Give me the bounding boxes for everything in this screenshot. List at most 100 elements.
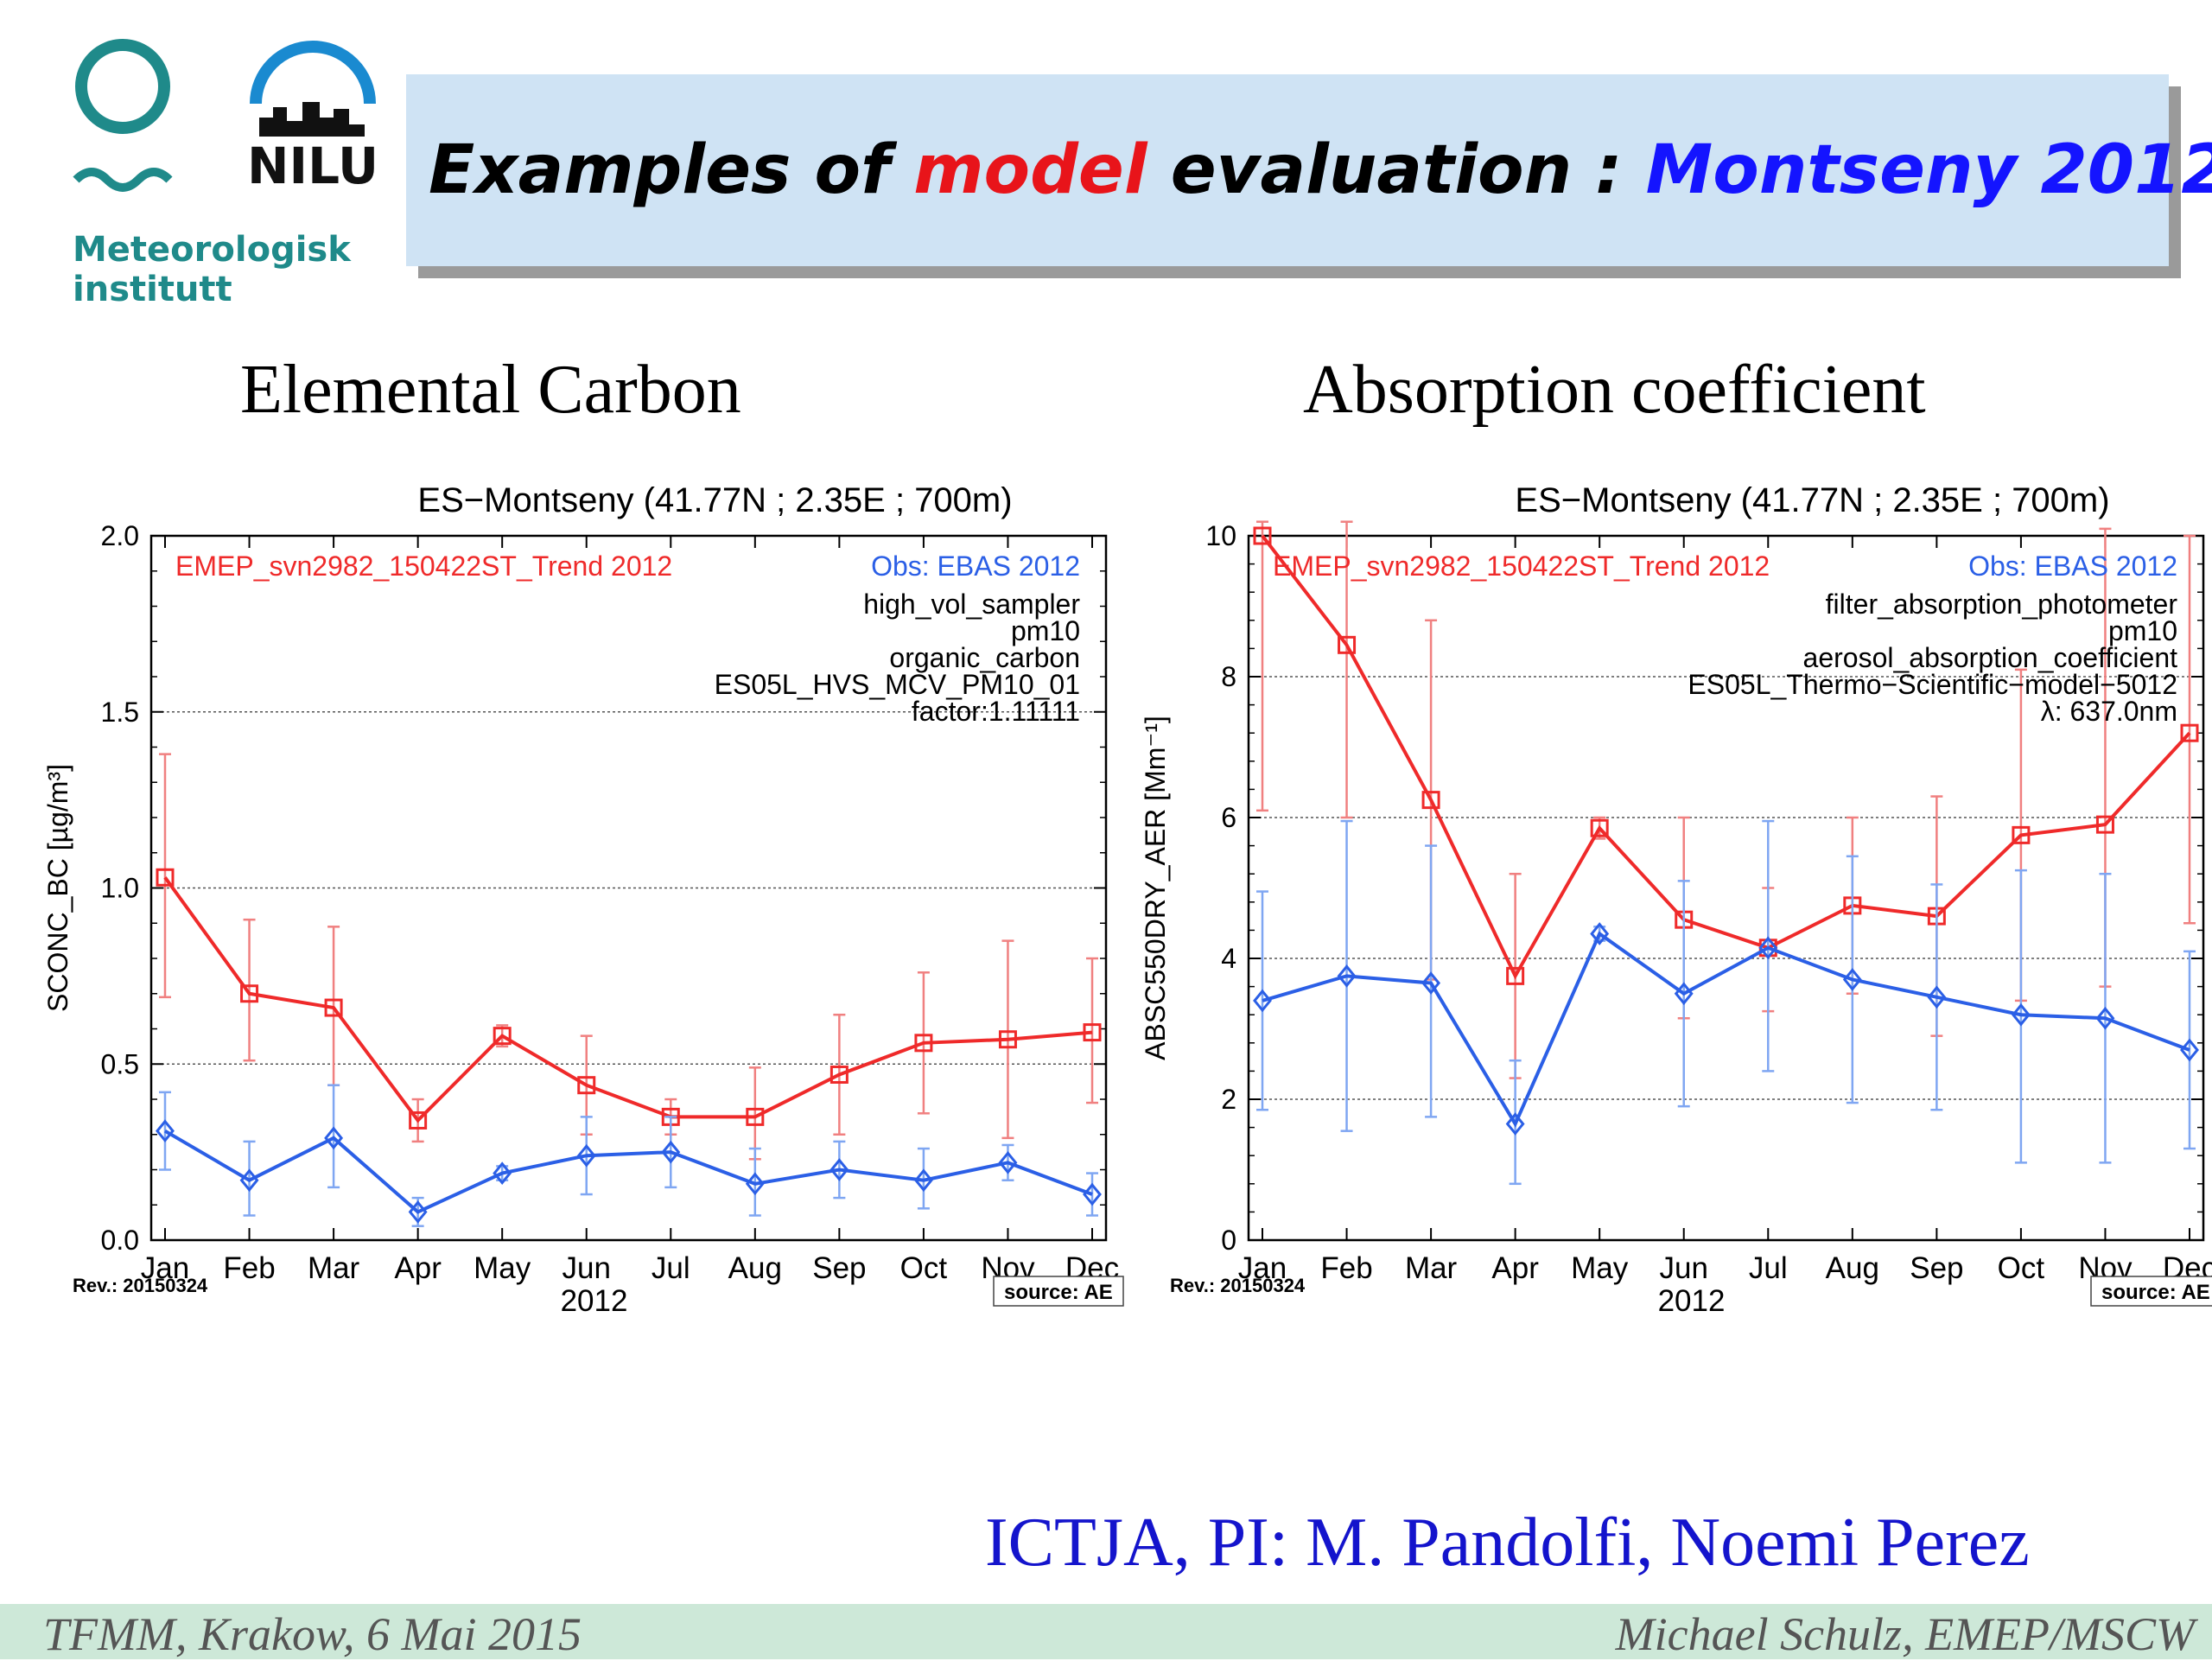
data-point [1505,1112,1525,1136]
legend-obs: Obs: EBAS 2012 [871,550,1080,582]
data-point [998,1150,1018,1174]
data-point [2095,1006,2115,1030]
data-point [1421,791,1440,810]
info-line: pm10 [1011,615,1080,646]
y-tick-label: 0.0 [101,1225,139,1256]
series-line [1262,931,2190,1128]
legend-model: EMEP_svn2982_150422ST_Trend 2012 [1273,550,1770,582]
series-line [163,876,1093,1123]
obs-series [1253,819,2199,1186]
data-point [1253,989,1272,1013]
x-tick-label: Apr [1491,1251,1539,1285]
section-title-left: Elemental Carbon [240,352,741,428]
x-tick-label: Apr [394,1251,442,1285]
data-point [408,1200,428,1224]
x-tick-label: Mar [1405,1251,1458,1285]
y-tick-label: 8 [1221,661,1236,692]
y-tick-label: 2.0 [101,520,139,551]
data-point [156,1119,175,1143]
info-line: λ: 637.0nm [2041,696,2177,727]
slide-title: Examples of model evaluation : Montseny … [429,131,2212,209]
logos: Meteorologisk institutt NILU [60,35,389,320]
x-tick-label: Jun [1660,1251,1708,1285]
nilu-logo-text: NILU [247,137,378,195]
y-tick-label: 10 [1205,520,1236,551]
met-logo-text-1: Meteorologisk [73,230,352,270]
obs-series [156,1084,1102,1227]
data-point [493,1027,512,1046]
x-tick-label: Jan [141,1251,189,1285]
x-tick-label: Jul [1749,1251,1788,1285]
x-tick-label: Oct [1998,1251,2045,1285]
x-tick-label: Aug [1826,1251,1879,1285]
legend-model: EMEP_svn2982_150422ST_Trend 2012 [175,550,672,582]
x-tick-label: Jan [1238,1251,1287,1285]
title-part-1: Examples of [429,131,914,209]
section-title-right: Absorption coefficient [1303,352,1926,428]
x-tick-label: May [474,1251,531,1285]
x-tick-label: May [1571,1251,1629,1285]
footer-bar: TFMM, Krakow, 6 Mai 2015 Michael Schulz,… [0,1604,2212,1660]
data-point [913,1168,933,1193]
data-point [914,1034,933,1053]
plot-frame [149,534,1108,1242]
y-tick-label: 1.0 [101,873,139,904]
data-point [240,984,259,1003]
data-point [156,868,175,887]
data-point [1421,971,1441,995]
data-point [1674,982,1694,1006]
footer-left-text: TFMM, Krakow, 6 Mai 2015 [43,1608,582,1660]
y-tick-label: 4 [1221,943,1236,974]
x-tick-label: Jun [563,1251,611,1285]
title-part-4: Montseny 2012 [1645,131,2212,209]
chart-title: ES−Montseny (41.77N ; 2.35E ; 700m) [417,481,1012,519]
data-point [2180,1038,2199,1062]
footer-right-text: Michael Schulz, EMEP/MSCW [1615,1608,2195,1660]
met-logo-text-2: institutt [73,270,232,309]
info-line: filter_absorption_photometer [1826,589,2178,620]
x-tick-label: Sep [1910,1251,1963,1285]
title-part-3: evaluation : [1147,131,1646,209]
x-tick-label: Oct [900,1251,948,1285]
info-line: aerosol_absorption_coefficient [1803,642,2178,673]
x-tick-label: Aug [728,1251,782,1285]
info-line: ES05L_Thermo−Scientific−model−5012 [1688,669,2177,700]
met-circle-icon [75,39,170,134]
data-point [1590,922,1610,945]
revision-label: Rev.: 20150324 [73,1275,208,1296]
x-tick-label: Feb [1320,1251,1372,1285]
data-point [998,1030,1017,1049]
y-tick-label: 2 [1221,1084,1236,1115]
series-line [163,1129,1093,1214]
data-point [1927,985,1947,1009]
data-point [409,1111,428,1130]
chart-elemental-carbon: ES−Montseny (41.77N ; 2.35E ; 700m) 0.0 0.… [42,481,1124,1318]
x-tick-label: Sep [812,1251,866,1285]
info-line: ES05L_HVS_MCV_PM10_01 [715,669,1080,700]
chart-absorption-coefficient: ES−Montseny (41.77N ; 2.35E ; 700m) 0 2 4 6 8… [1140,481,2212,1318]
data-point [324,1126,344,1150]
x-tick-label: Jul [652,1251,690,1285]
data-point [1758,936,1778,960]
logo-group: Meteorologisk institutt NILU [73,39,378,309]
y-tick-label: 0.5 [101,1048,139,1079]
model-series [156,753,1102,1161]
revision-label: Rev.: 20150324 [1170,1275,1306,1296]
chart-title: ES−Montseny (41.77N ; 2.35E ; 700m) [1515,481,2109,519]
y-axis-label: SCONC_BC [µg/m³] [42,764,73,1012]
met-wave-icon [73,168,173,192]
data-point [745,1172,765,1196]
data-point [493,1161,512,1185]
data-point [830,1065,849,1084]
y-tick-label: 6 [1221,802,1236,833]
data-point [2011,1002,2031,1027]
data-point [661,1140,681,1164]
y-axis-label: ABSC550DRY_AER [Mm⁻¹] [1140,716,1171,1060]
source-box [993,1276,1124,1307]
y-tick-label: 0 [1221,1225,1236,1256]
data-point [1083,1023,1102,1042]
x-axis-label: 2012 [1658,1284,1726,1318]
data-point [746,1107,765,1126]
title-part-2: model [913,131,1147,209]
y-tick-label: 1.5 [101,697,139,728]
